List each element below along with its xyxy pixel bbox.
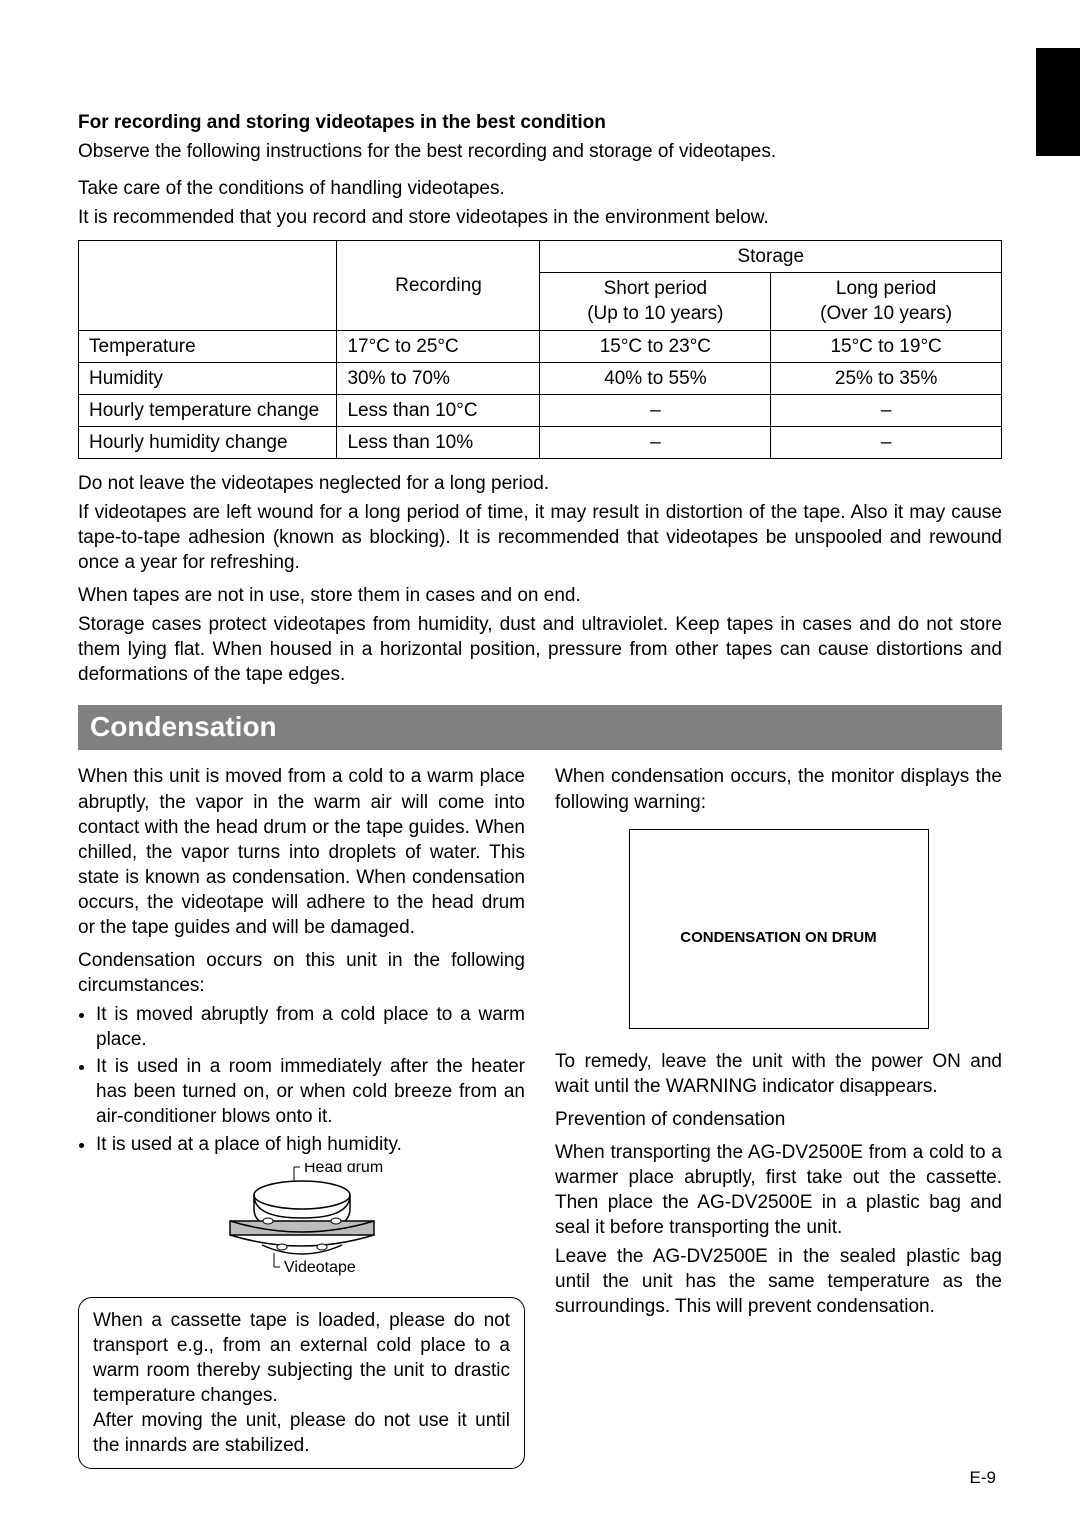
row-rec: 17°C to 25°C — [337, 330, 540, 362]
condensation-bullets: It is moved abruptly from a cold place t… — [78, 1002, 525, 1156]
after-table-para-3: When tapes are not in use, store them in… — [78, 583, 1002, 608]
monitor-warning-box: CONDENSATION ON DRUM — [629, 829, 929, 1029]
row-label: Hourly temperature change — [79, 394, 337, 426]
row-label: Temperature — [79, 330, 337, 362]
right-para-4: When transporting the AG-DV2500E from a … — [555, 1140, 1002, 1240]
th-long-line1: Long period — [836, 278, 936, 299]
th-storage: Storage — [540, 241, 1002, 273]
th-short-line2: (Up to 10 years) — [587, 303, 723, 324]
table-header-row-1: Recording Storage — [79, 241, 1002, 273]
note-para-1: When a cassette tape is loaded, please d… — [93, 1308, 510, 1408]
row-label: Hourly humidity change — [79, 426, 337, 458]
row-short: – — [540, 426, 771, 458]
head-drum-diagram: Head drum Vide — [78, 1163, 525, 1283]
right-para-1: When condensation occurs, the monitor di… — [555, 764, 1002, 814]
table-row: Humidity 30% to 70% 40% to 55% 25% to 35… — [79, 362, 1002, 394]
monitor-warning-text: CONDENSATION ON DRUM — [680, 928, 876, 948]
note-para-2: After moving the unit, please do not use… — [93, 1408, 510, 1458]
right-para-3: Prevention of condensation — [555, 1107, 1002, 1132]
row-rec: 30% to 70% — [337, 362, 540, 394]
row-long: 15°C to 19°C — [771, 330, 1002, 362]
after-table-para-1: Do not leave the videotapes neglected fo… — [78, 471, 1002, 496]
table-row: Hourly humidity change Less than 10% – – — [79, 426, 1002, 458]
row-long: 25% to 35% — [771, 362, 1002, 394]
th-long-line2: (Over 10 years) — [820, 303, 952, 324]
after-table-para-4: Storage cases protect videotapes from hu… — [78, 612, 1002, 687]
page-number: E-9 — [970, 1467, 996, 1489]
table-row: Hourly temperature change Less than 10°C… — [79, 394, 1002, 426]
condensation-para-2: Condensation occurs on this unit in the … — [78, 948, 525, 998]
condensation-para-1: When this unit is moved from a cold to a… — [78, 764, 525, 940]
intro-para-2: Take care of the conditions of handling … — [78, 176, 1002, 201]
intro-para-3: It is recommended that you record and st… — [78, 205, 1002, 230]
section-subheading: For recording and storing videotapes in … — [78, 110, 1002, 135]
after-table-para-2: If videotapes are left wound for a long … — [78, 500, 1002, 575]
list-item: It is used at a place of high humidity. — [96, 1132, 525, 1157]
diagram-label-top: Head drum — [304, 1163, 383, 1176]
row-label: Humidity — [79, 362, 337, 394]
section-title-bar: Condensation — [78, 705, 1002, 750]
row-long: – — [771, 426, 1002, 458]
environment-table: Recording Storage Short period (Up to 10… — [78, 240, 1002, 459]
list-item: It is used in a room immediately after t… — [96, 1054, 525, 1129]
right-para-5: Leave the AG-DV2500E in the sealed plast… — [555, 1244, 1002, 1319]
row-short: – — [540, 394, 771, 426]
monitor-box-wrap: CONDENSATION ON DRUM — [555, 829, 1002, 1029]
diagram-label-bottom: Videotape — [284, 1259, 356, 1276]
th-blank — [79, 241, 337, 330]
row-long: – — [771, 394, 1002, 426]
table-row: Temperature 17°C to 25°C 15°C to 23°C 15… — [79, 330, 1002, 362]
row-short: 40% to 55% — [540, 362, 771, 394]
right-column: When condensation occurs, the monitor di… — [555, 764, 1002, 1469]
two-column-layout: When this unit is moved from a cold to a… — [78, 764, 1002, 1469]
th-long-period: Long period (Over 10 years) — [771, 273, 1002, 330]
th-recording: Recording — [337, 241, 540, 330]
list-item: It is moved abruptly from a cold place t… — [96, 1002, 525, 1052]
section-tab-marker — [1036, 48, 1080, 156]
row-short: 15°C to 23°C — [540, 330, 771, 362]
th-short-line1: Short period — [604, 278, 708, 299]
caution-note-box: When a cassette tape is loaded, please d… — [78, 1297, 525, 1469]
right-para-2: To remedy, leave the unit with the power… — [555, 1049, 1002, 1099]
th-short-period: Short period (Up to 10 years) — [540, 273, 771, 330]
head-drum-icon: Head drum Vide — [192, 1163, 412, 1283]
manual-page: For recording and storing videotapes in … — [0, 0, 1080, 1529]
row-rec: Less than 10°C — [337, 394, 540, 426]
row-rec: Less than 10% — [337, 426, 540, 458]
left-column: When this unit is moved from a cold to a… — [78, 764, 525, 1469]
intro-para-1: Observe the following instructions for t… — [78, 139, 1002, 164]
